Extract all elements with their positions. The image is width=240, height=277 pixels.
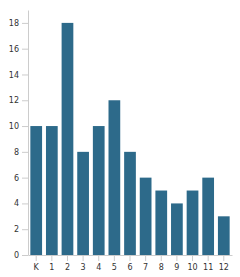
x-tick-label: 4 [96,263,101,272]
x-tick-mark [223,255,224,261]
x-tick-mark [36,255,37,261]
x-tick-mark [51,255,52,261]
x-tick-label: 9 [174,263,179,272]
x-tick: 8 [159,255,164,272]
x-tick: 11 [203,255,213,272]
x-tick-mark [98,255,99,261]
x-tick: 6 [127,255,132,272]
x-tick-label: 1 [49,263,54,272]
y-tick-mark [22,178,28,179]
y-tick-label: 12 [9,96,19,105]
x-tick-label: 11 [203,263,213,272]
x-tick-mark [114,255,115,261]
x-tick: 10 [187,255,197,272]
bar [187,191,199,255]
x-tick-label: 5 [112,263,117,272]
y-tick-label: 16 [9,45,19,54]
bar [155,191,167,255]
bar [93,126,105,255]
y-tick-label: 2 [14,225,19,234]
y-tick-mark [22,74,28,75]
y-tick-mark [22,255,28,256]
x-tick: 2 [65,255,70,272]
y-tick: 2 [14,225,28,234]
x-tick: 1 [49,255,54,272]
y-tick-label: 4 [14,199,19,208]
bar [77,152,89,255]
x-tick-label: 8 [159,263,164,272]
x-tick: 5 [112,255,117,272]
y-tick: 6 [14,174,28,183]
y-tick-label: 6 [14,174,19,183]
x-tick: 7 [143,255,148,272]
x-tick-label: K [34,263,40,272]
chart: 024681012141618K123456789101112 [0,0,240,277]
y-axis-line [28,11,29,256]
bar [202,178,214,255]
x-axis: K123456789101112 [29,255,233,272]
y-tick-mark [22,152,28,153]
x-tick-label: 3 [81,263,86,272]
x-tick-mark [145,255,146,261]
plot: 024681012141618K123456789101112 [9,11,233,272]
y-tick-label: 18 [9,19,19,28]
y-tick-mark [22,229,28,230]
y-tick: 16 [9,45,28,54]
x-tick: 3 [81,255,86,272]
bar [62,23,74,255]
x-tick: 9 [174,255,179,272]
y-tick-mark [22,126,28,127]
x-tick-mark [176,255,177,261]
x-tick-label: 10 [187,263,197,272]
x-tick: 12 [219,255,229,272]
y-tick: 0 [14,251,28,260]
x-tick-label: 12 [219,263,229,272]
bar [171,203,183,255]
x-tick-label: 2 [65,263,70,272]
x-tick-mark [67,255,68,261]
x-tick: K [34,255,40,272]
bar [140,178,152,255]
bar [124,152,136,255]
y-tick-label: 8 [14,148,19,157]
y-tick: 14 [9,71,28,80]
x-tick-mark [161,255,162,261]
y-tick-mark [22,100,28,101]
y-tick: 12 [9,96,28,105]
y-tick-mark [22,23,28,24]
x-tick-mark [192,255,193,261]
x-tick-mark [130,255,131,261]
x-tick-mark [208,255,209,261]
y-axis: 0 2 4 6 8 10 12 14 16 18 [9,11,29,261]
y-tick-label: 0 [14,251,19,260]
x-tick-label: 7 [143,263,148,272]
bar [218,216,230,255]
y-tick: 18 [9,19,28,28]
x-tick-mark [83,255,84,261]
bars [30,23,229,255]
y-tick-mark [22,203,28,204]
y-tick-mark [22,49,28,50]
y-tick: 4 [14,199,28,208]
bar [30,126,42,255]
y-tick: 10 [9,122,28,131]
x-tick: 4 [96,255,101,272]
x-tick-label: 6 [127,263,132,272]
bar [46,126,58,255]
y-tick-label: 14 [9,71,19,80]
y-tick-label: 10 [9,122,19,131]
bar [109,100,121,255]
y-tick: 8 [14,148,28,157]
